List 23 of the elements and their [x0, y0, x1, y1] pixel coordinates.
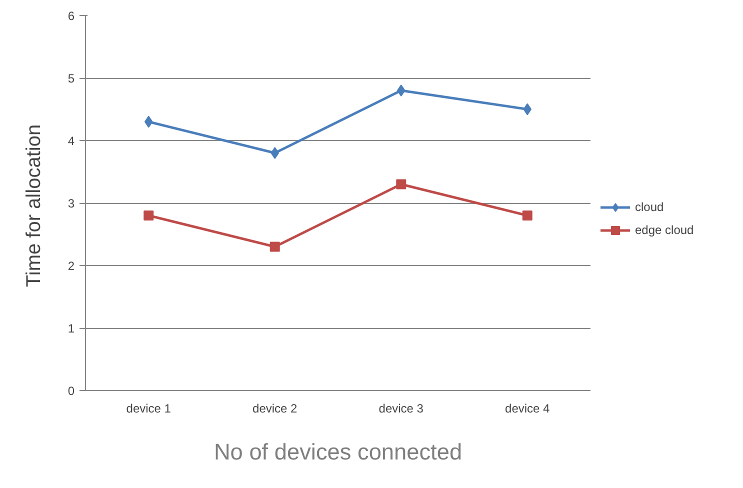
point — [270, 242, 280, 252]
legend-label: cloud — [635, 200, 664, 214]
y-axis-title: Time for allocation — [22, 124, 45, 288]
point — [523, 103, 532, 116]
y-tick-label: 1 — [68, 322, 75, 336]
y-tick-label: 3 — [68, 196, 75, 210]
x-tick-label: device 1 — [126, 402, 172, 416]
y-tick-label: 6 — [68, 9, 75, 23]
y-tick-label: 5 — [68, 72, 75, 86]
point — [396, 84, 406, 96]
y-tick-label: 4 — [68, 134, 75, 148]
legend-label: edge cloud — [635, 223, 694, 237]
x-axis-title: No of devices connected — [214, 438, 462, 464]
point — [522, 210, 532, 220]
point — [144, 210, 154, 220]
x-tick-label: device 3 — [378, 402, 424, 416]
point — [396, 179, 406, 190]
x-tick-label: device 4 — [505, 402, 550, 416]
x-tick-label: device 2 — [252, 402, 298, 416]
y-tick-label: 0 — [68, 384, 75, 398]
point — [270, 147, 280, 159]
point — [144, 116, 153, 128]
y-tick-label: 2 — [68, 259, 75, 273]
